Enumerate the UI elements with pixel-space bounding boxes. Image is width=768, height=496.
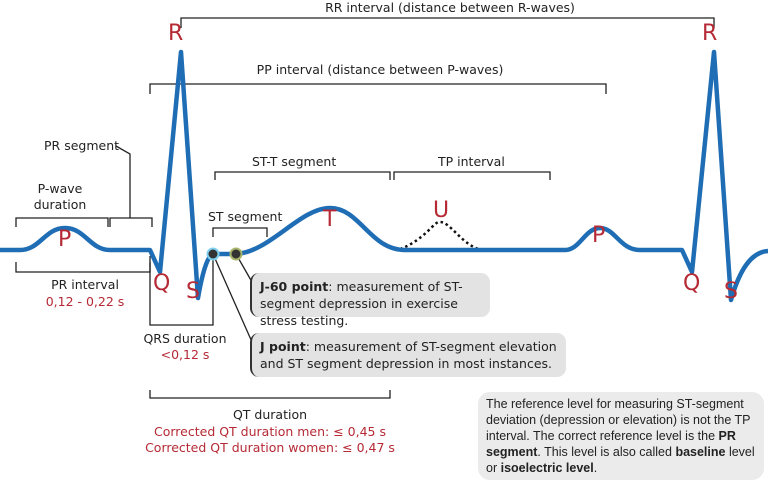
p-wave-duration-label: P-wave duration	[20, 181, 100, 213]
st-segment-label: ST segment	[208, 209, 283, 224]
st-t-label: ST-T segment	[252, 154, 337, 169]
q-wave-label: Q	[153, 271, 171, 296]
qt-label: QT duration	[232, 407, 308, 422]
j60-title: J-60 point	[260, 279, 329, 294]
j-text: : measurement of ST-segment elevation an…	[260, 339, 557, 371]
j-title: J point	[260, 339, 306, 354]
j60-point-marker	[229, 247, 243, 261]
note-bold-3: isoelectric level	[500, 461, 594, 475]
rr-bracket	[180, 17, 715, 28]
j60-callout: J-60 point: measurement of ST-segment de…	[250, 273, 490, 328]
pp-label: PP interval (distance between P-waves)	[256, 62, 504, 77]
pp-bracket	[149, 83, 607, 94]
tp-bracket	[393, 171, 551, 180]
qt-bracket	[149, 390, 391, 399]
j60-text: : measurement of ST-segment depression i…	[260, 279, 463, 328]
p-wave-bracket	[15, 217, 109, 227]
reference-level-note: The reference level for measuring ST-seg…	[478, 392, 764, 480]
qrs-label: QRS duration	[143, 331, 227, 346]
u-wave	[399, 220, 479, 251]
note-text-1: The reference level for measuring ST-seg…	[486, 397, 751, 443]
note-text-3: level or	[486, 445, 755, 475]
pr-interval-label: PR interval	[51, 277, 119, 292]
r-wave-label-2: R	[702, 21, 718, 46]
p-wave-line2: duration	[33, 197, 87, 212]
s-wave-label: S	[186, 279, 200, 304]
p-wave-label: P	[58, 227, 72, 252]
qt-women: Corrected QT duration women: ≤ 0,47 s	[145, 440, 395, 455]
note-text-2: . This level is also called	[537, 445, 676, 459]
pr-segment-label: PR segment	[44, 138, 120, 153]
note-bold-2: baseline	[675, 445, 726, 459]
r-wave-label: R	[168, 21, 184, 46]
j-point-marker	[206, 247, 220, 261]
tp-label: TP interval	[438, 154, 505, 169]
p-wave-label-2: P	[592, 223, 606, 248]
j-leader	[212, 253, 253, 343]
ecg-trace	[0, 49, 768, 303]
st-segment-bracket	[212, 227, 268, 237]
note-text-4: .	[593, 461, 598, 475]
s-wave-label-2: S	[724, 279, 738, 304]
q-wave-label-2: Q	[683, 271, 701, 296]
t-wave-label: T	[323, 207, 337, 232]
rr-label: RR interval (distance between R-waves)	[325, 0, 575, 15]
pr-segment-leader	[115, 145, 131, 218]
st-t-bracket	[214, 171, 391, 180]
qrs-bracket	[149, 256, 214, 326]
u-wave-label: U	[433, 198, 450, 223]
note-bold-1: PR segment	[486, 429, 736, 459]
qrs-value: <0,12 s	[160, 347, 210, 362]
j-callout: J point: measurement of ST-segment eleva…	[250, 333, 566, 377]
pr-interval-bracket	[15, 262, 151, 273]
pr-interval-value: 0,12 - 0,22 s	[45, 294, 125, 309]
pr-segment-bracket	[109, 217, 153, 227]
p-wave-line1: P-wave	[37, 181, 83, 196]
qt-men: Corrected QT duration men: ≤ 0,45 s	[154, 424, 386, 439]
